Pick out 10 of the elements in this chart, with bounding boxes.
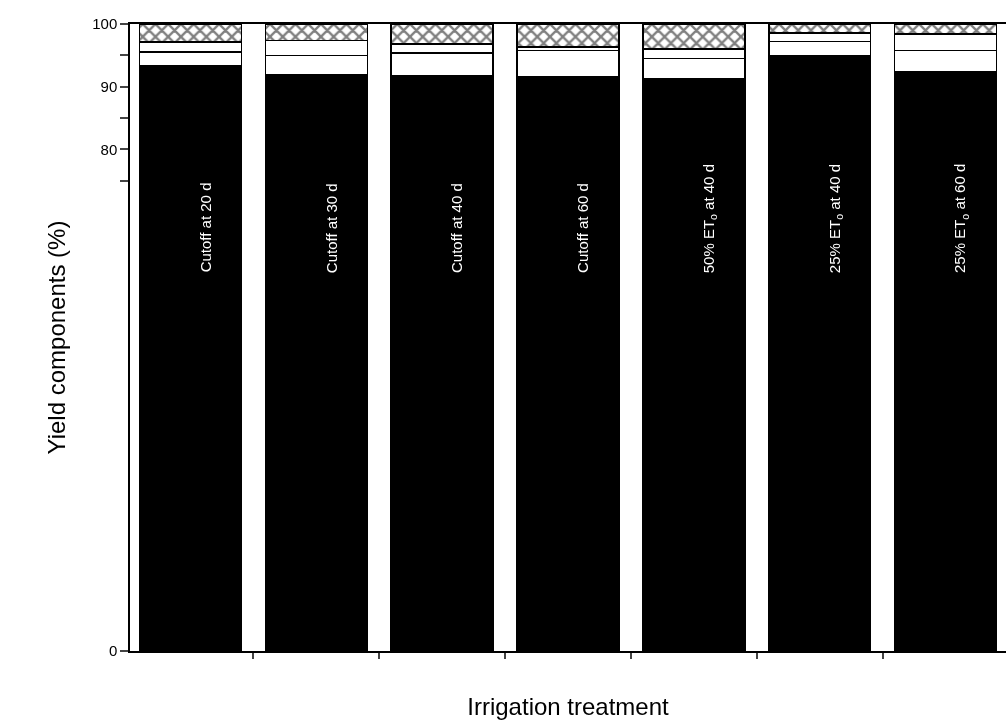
y-tick-label: 100	[92, 15, 118, 33]
x-tick-label: Cutoff at 30 d	[322, 183, 340, 274]
y-tick-label: 80	[100, 140, 118, 158]
y-tick-label: 90	[100, 77, 118, 95]
y-tick-label: 0	[108, 642, 118, 660]
x-tick-label: Cutoff at 20 d	[196, 182, 214, 273]
x-tick-label: Cutoff at 60 d	[574, 183, 592, 273]
y-axis-title: Yield components (%)	[42, 220, 70, 455]
x-tick-label: Cutoff at 40 d	[448, 183, 466, 274]
x-axis-title: Irrigation treatment	[467, 692, 670, 720]
